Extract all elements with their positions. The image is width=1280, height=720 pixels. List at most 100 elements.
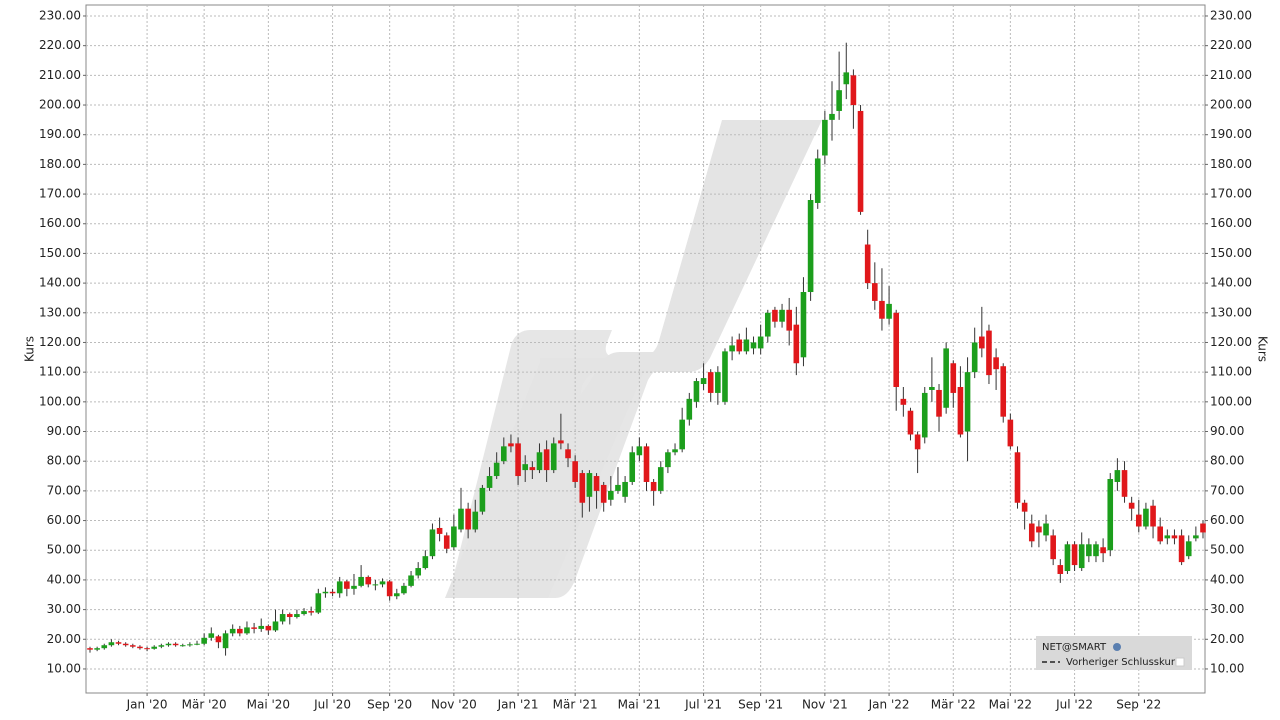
candle-body [715, 372, 721, 393]
x-tick-label: Sep '20 [367, 698, 412, 712]
y2-tick-label: 60.00 [1210, 513, 1244, 527]
candle-body [936, 389, 942, 417]
candle-body [286, 614, 293, 618]
candle-body [665, 452, 671, 468]
candle-body [536, 452, 543, 471]
candle-body [415, 568, 421, 576]
candle-body [379, 581, 386, 585]
candle-body [700, 378, 707, 385]
y-tick-label: 150.00 [39, 246, 81, 260]
candle-body [964, 372, 971, 432]
x-tick-label: Mär '22 [931, 698, 976, 712]
candle-body [201, 637, 207, 644]
x-tick-label: Nov '20 [431, 698, 477, 712]
legend-checkbox[interactable] [1175, 657, 1185, 667]
candle-body [436, 527, 443, 534]
candle-body [558, 440, 564, 444]
candle-body [764, 312, 771, 337]
y2-tick-label: 200.00 [1210, 98, 1252, 112]
candle-body [301, 611, 307, 615]
y-axis-title: Kurs [23, 336, 37, 362]
candle-body [1150, 505, 1156, 527]
candle-body [672, 449, 678, 453]
y2-tick-label: 20.00 [1210, 632, 1244, 646]
candle-body [886, 303, 892, 319]
candle-body [472, 511, 479, 530]
candle-body [358, 576, 364, 586]
candle-body [736, 339, 743, 352]
y2-tick-label: 130.00 [1210, 305, 1252, 319]
candle-body [501, 446, 507, 462]
candle-body [222, 633, 229, 649]
x-tick-label: Jan '22 [868, 698, 910, 712]
candle-body [1050, 535, 1056, 560]
candle-body [1200, 523, 1206, 533]
candle-body [94, 648, 100, 650]
y-tick-label: 230.00 [39, 8, 81, 22]
y2-tick-label: 110.00 [1210, 365, 1252, 379]
y2-tick-label: 50.00 [1210, 543, 1244, 557]
candle-body [914, 434, 921, 450]
candle-body [515, 443, 521, 477]
candle-body [979, 336, 985, 349]
candle-body [957, 386, 964, 435]
candle-body [151, 646, 158, 649]
candle-body [508, 443, 514, 447]
y-tick-label: 140.00 [39, 276, 81, 290]
candle-body [393, 593, 400, 597]
candle-body [158, 645, 165, 647]
candle-body [351, 585, 357, 589]
candle-body [1171, 535, 1178, 539]
candle-body [344, 581, 350, 589]
watermark-main [445, 120, 822, 598]
candle-body [336, 581, 343, 594]
y-tick-label: 210.00 [39, 68, 81, 82]
candle-body [857, 110, 864, 212]
candle-body [779, 309, 785, 322]
candle-body [907, 410, 914, 435]
candle-body [1064, 544, 1071, 572]
candle-body [686, 398, 693, 420]
candle-body [1036, 526, 1042, 533]
candle-body [750, 342, 757, 349]
legend-label: NET@SMART [1042, 642, 1107, 653]
candle-body [929, 386, 935, 390]
candle-body [921, 392, 928, 438]
candle-body [872, 283, 878, 301]
y-tick-label: 190.00 [39, 127, 81, 141]
y-tick-label: 170.00 [39, 187, 81, 201]
watermark-shape [445, 120, 822, 598]
candle-body [365, 576, 372, 585]
candle-body [657, 467, 664, 491]
candle-body [743, 339, 750, 352]
candle-body [971, 342, 978, 373]
candle-body [772, 309, 778, 322]
candle-body [622, 481, 628, 497]
candle-body [864, 244, 871, 284]
candle-body [579, 473, 586, 503]
candle-body [843, 72, 850, 85]
candle-body [729, 345, 735, 352]
candle-body [258, 625, 265, 629]
y-tick-label: 60.00 [47, 513, 81, 527]
candle-body [679, 419, 685, 450]
candle-body [493, 462, 500, 477]
candle-body [1143, 508, 1149, 527]
y2-tick-label: 70.00 [1210, 483, 1244, 497]
candle-body [836, 90, 842, 111]
candle-body [1164, 535, 1171, 539]
y2-tick-label: 150.00 [1210, 246, 1252, 260]
candle-body [550, 443, 557, 471]
x-tick-label: Jul '20 [313, 698, 351, 712]
candle-body [1000, 366, 1007, 417]
candle-body [308, 611, 314, 613]
y-tick-label: 180.00 [39, 157, 81, 171]
candle-body [586, 473, 593, 497]
y2-tick-label: 190.00 [1210, 127, 1252, 141]
x-tick-label: Mär '21 [553, 698, 598, 712]
candle-body [279, 614, 286, 622]
x-tick-label: Jul '21 [684, 698, 722, 712]
y-tick-label: 160.00 [39, 216, 81, 230]
candle-body [386, 581, 393, 597]
